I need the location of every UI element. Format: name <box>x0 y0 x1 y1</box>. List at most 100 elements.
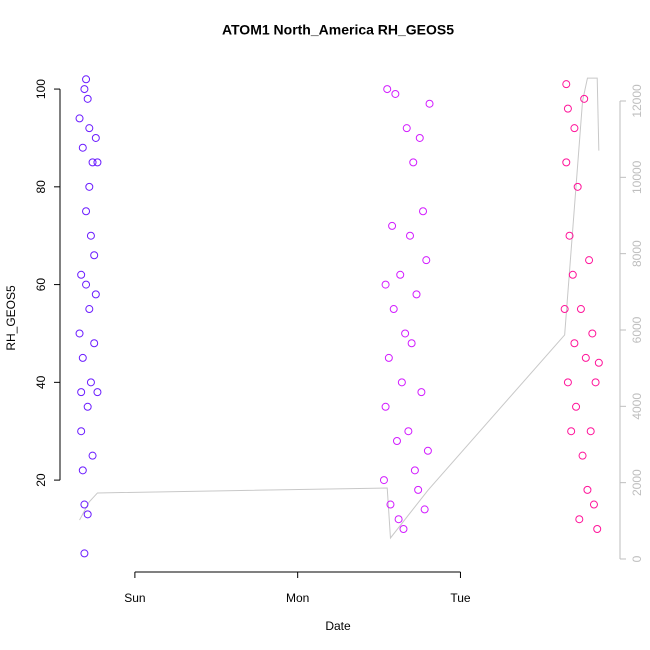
point <box>383 85 392 94</box>
point <box>404 427 413 436</box>
point <box>396 270 405 279</box>
y-tick-label: 20 <box>34 473 48 487</box>
point <box>394 515 403 524</box>
point <box>419 207 428 216</box>
x-axis-label: Date <box>325 619 351 633</box>
point <box>80 500 89 509</box>
point <box>412 290 421 299</box>
point <box>80 549 89 558</box>
y-tick-label: 80 <box>34 180 48 194</box>
point <box>82 280 91 289</box>
point <box>85 305 94 314</box>
point <box>406 231 414 240</box>
y2-tick-label: 8000 <box>630 240 644 267</box>
point <box>570 124 579 133</box>
y-tick-label: 60 <box>34 278 48 292</box>
point <box>589 500 598 509</box>
point <box>593 524 602 533</box>
point <box>402 124 411 133</box>
point <box>575 515 584 524</box>
y2-tick-label: 6000 <box>630 316 644 343</box>
point <box>567 427 576 436</box>
point <box>572 402 581 411</box>
point <box>90 251 99 260</box>
point <box>410 466 419 475</box>
y2-tick-label: 0 <box>630 555 644 562</box>
point <box>93 388 102 397</box>
point <box>568 270 577 279</box>
point <box>77 427 86 436</box>
point <box>379 476 388 485</box>
y2-tick-label: 12000 <box>630 84 644 118</box>
x-tick-label: Sun <box>124 591 145 605</box>
point <box>563 378 572 387</box>
point <box>381 402 390 411</box>
point <box>563 104 572 113</box>
altitude-line <box>79 77 600 540</box>
point <box>414 485 423 494</box>
point <box>78 353 87 362</box>
point <box>90 339 99 348</box>
point <box>425 99 434 108</box>
point <box>86 378 95 387</box>
point <box>75 114 84 123</box>
point <box>583 485 592 494</box>
point <box>581 353 590 362</box>
point <box>591 378 600 387</box>
point <box>88 158 97 167</box>
point <box>82 75 91 84</box>
point <box>391 89 400 98</box>
point <box>78 466 87 475</box>
point <box>388 221 397 230</box>
y2-tick-label: 10000 <box>630 160 644 194</box>
point <box>401 329 410 338</box>
point <box>407 339 416 348</box>
point <box>83 402 92 411</box>
x-tick-label: Tue <box>450 591 471 605</box>
point <box>585 256 594 265</box>
point <box>91 290 100 299</box>
point <box>409 158 418 167</box>
y-axis-label: RH_GEOS5 <box>4 285 18 351</box>
point <box>422 256 431 265</box>
point <box>386 500 395 509</box>
point <box>381 280 390 289</box>
point <box>80 85 89 94</box>
chart-title: ATOM1 North_America RH_GEOS5 <box>222 22 454 38</box>
point <box>576 305 585 314</box>
y2-tick-label: 2000 <box>630 469 644 496</box>
point <box>389 305 398 314</box>
point <box>399 524 408 533</box>
point <box>83 510 92 519</box>
point <box>560 305 569 314</box>
point <box>578 451 587 460</box>
point <box>392 437 401 446</box>
point <box>417 388 426 397</box>
point <box>83 94 92 103</box>
point <box>562 158 571 167</box>
point <box>565 231 574 240</box>
point <box>580 94 589 103</box>
point <box>570 339 579 348</box>
point <box>88 451 97 460</box>
point <box>397 378 406 387</box>
y-tick-label: 40 <box>34 375 48 389</box>
point <box>93 158 102 167</box>
point <box>86 231 95 240</box>
point <box>588 329 597 338</box>
x-tick-label: Mon <box>286 591 309 605</box>
point <box>562 80 571 89</box>
point <box>91 133 100 142</box>
point <box>77 388 86 397</box>
point <box>82 207 91 216</box>
point <box>85 182 94 191</box>
point <box>420 505 429 514</box>
point <box>586 427 595 436</box>
point <box>78 143 87 152</box>
point <box>75 329 84 338</box>
y2-tick-label: 4000 <box>630 393 644 420</box>
point <box>77 270 86 279</box>
point <box>415 133 424 142</box>
point <box>594 358 603 367</box>
